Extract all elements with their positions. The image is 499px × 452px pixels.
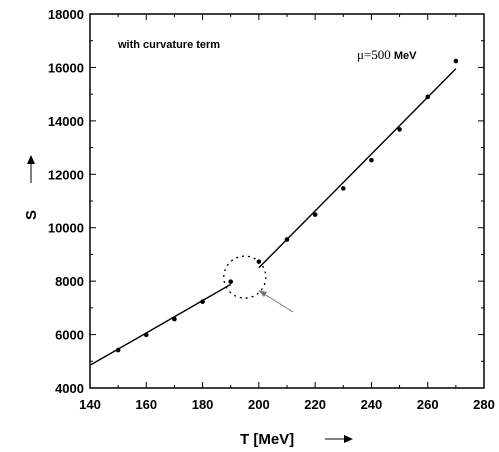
y-axis-label-arrowhead: [27, 155, 35, 164]
y-tick-label: 8000: [55, 274, 84, 289]
x-tick-label: 200: [248, 397, 270, 412]
y-tick-label: 14000: [48, 114, 84, 129]
highlight-arrow-head: [258, 290, 267, 297]
annotation-mu-unit: MeV: [394, 50, 417, 62]
data-point: [397, 127, 402, 132]
highlight-arrow: [260, 291, 294, 313]
data-point: [453, 58, 459, 64]
data-point: [172, 316, 177, 322]
fit-line: [89, 283, 232, 366]
x-axis-label-arrowhead: [344, 435, 353, 443]
x-axis-label: T [MeV]: [240, 431, 294, 448]
data-point: [228, 279, 234, 284]
data-point: [369, 157, 374, 163]
y-tick-label: 12000: [48, 167, 84, 182]
data-point: [143, 332, 149, 338]
y-tick-label: 18000: [48, 7, 84, 22]
transition-highlight-circle: [223, 255, 267, 299]
data-point: [425, 94, 431, 100]
data-point: [340, 186, 346, 191]
annotation-mu: μ=500 MeV: [357, 47, 417, 62]
data-points: [115, 58, 459, 353]
y-tick-label: 6000: [55, 328, 84, 343]
data-point: [200, 299, 205, 305]
x-tick-label: 220: [304, 397, 326, 412]
x-tick-label: 160: [135, 397, 157, 412]
x-tick-label: 140: [79, 397, 101, 412]
y-tick-label: 16000: [48, 60, 84, 75]
y-tick-label: 4000: [55, 381, 84, 396]
x-tick-labels: 140 160 180 200 220 240 260 280: [79, 397, 495, 412]
fit-lines: [89, 68, 457, 366]
annotation-left: with curvature term: [117, 39, 220, 51]
y-tick-labels: 4000 6000 8000 10000 12000 14000 16000 18000: [48, 7, 84, 396]
data-point: [284, 237, 290, 242]
x-tick-label: 180: [192, 397, 214, 412]
y-tick-label: 10000: [48, 221, 84, 236]
x-tick-label: 240: [361, 397, 383, 412]
data-point: [115, 347, 121, 353]
fit-line: [258, 68, 457, 269]
axis-ticks: [89, 13, 485, 389]
annotation-mu-value: μ=500: [357, 47, 391, 62]
x-tick-label: 280: [473, 397, 495, 412]
y-axis-label: S: [23, 210, 40, 220]
data-point: [312, 212, 318, 217]
x-tick-label: 260: [417, 397, 439, 412]
